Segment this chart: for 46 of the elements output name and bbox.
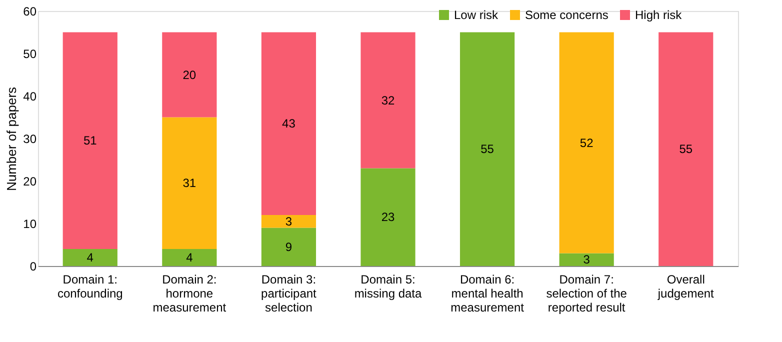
legend-label: Low risk <box>454 8 500 22</box>
data-label: 9 <box>285 240 292 254</box>
bar <box>360 32 416 168</box>
bar <box>261 215 316 228</box>
data-label: 32 <box>381 93 395 108</box>
bar <box>261 32 316 215</box>
data-label: 20 <box>182 68 196 82</box>
bar <box>162 32 217 118</box>
bar <box>559 253 614 266</box>
data-label: 51 <box>83 134 98 148</box>
bar <box>261 228 316 266</box>
data-label: 55 <box>679 142 693 156</box>
data-label: 55 <box>480 142 494 156</box>
x-tick-label: Domain 6: mental health measurement <box>450 272 525 314</box>
data-label: 3 <box>285 214 292 228</box>
data-label: 23 <box>381 210 395 224</box>
x-tick-label: Domain 2: hormone measurement <box>152 272 227 314</box>
legend-label: Some concerns <box>525 8 608 22</box>
data-label: 52 <box>580 136 594 150</box>
x-tick-label: Domain 3: participant selection <box>261 272 318 314</box>
bar <box>62 249 118 266</box>
x-tick-label: Domain 1: confounding <box>57 272 123 300</box>
y-tick-label: 10 <box>23 217 37 231</box>
bar <box>162 249 217 266</box>
data-label: 31 <box>182 176 196 190</box>
bar <box>162 117 217 249</box>
y-tick-label: 20 <box>23 174 37 188</box>
y-tick-label: 60 <box>23 4 37 18</box>
bar <box>559 32 614 254</box>
data-label: 3 <box>583 252 590 267</box>
y-axis-title: Number of papers <box>4 86 20 192</box>
data-label: 4 <box>186 250 194 264</box>
data-label: 4 <box>86 250 94 264</box>
y-tick-label: 50 <box>23 47 37 61</box>
bar <box>62 32 118 249</box>
x-tick-label: Domain 7: selection of the reported result <box>546 272 628 314</box>
bar <box>658 32 714 266</box>
x-tick-label: Domain 5: missing data <box>354 272 422 300</box>
bar <box>460 32 515 266</box>
y-tick-label: 0 <box>30 260 37 274</box>
bar <box>360 168 416 266</box>
x-tick-label: Overall judgement <box>656 272 715 300</box>
legend-label: High risk <box>635 8 683 22</box>
y-tick-label: 30 <box>23 132 37 146</box>
y-tick-label: 40 <box>23 90 37 104</box>
data-label: 43 <box>282 116 296 131</box>
